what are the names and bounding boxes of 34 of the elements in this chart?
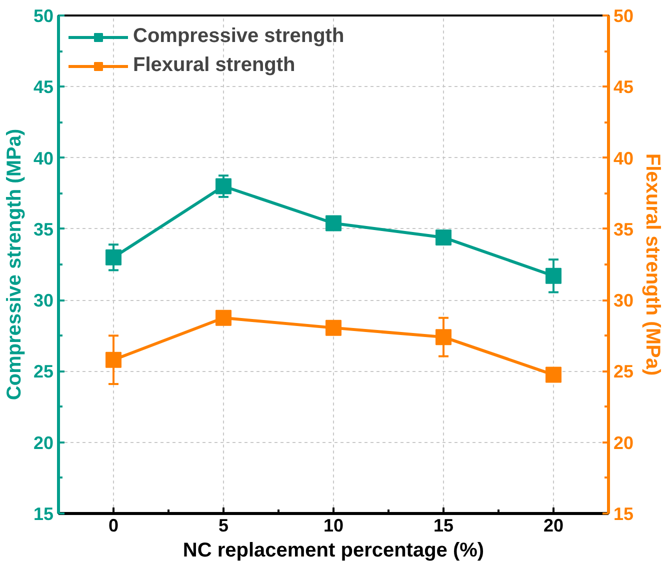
y-tick-label: 45: [33, 77, 54, 98]
x-tick-label: 20: [543, 516, 564, 536]
point: [436, 229, 452, 246]
y-tick-label: 30: [33, 290, 54, 311]
point: [436, 329, 452, 346]
y2-tick-label: 30: [614, 290, 634, 311]
y-axis-title: Compressive strength (MPa): [3, 128, 26, 400]
point: [546, 366, 562, 383]
point: [106, 249, 122, 266]
y-tick-label: 20: [33, 432, 54, 453]
x-tick-label: 0: [108, 516, 119, 536]
x-axis-title: NC replacement percentage (%): [182, 540, 484, 562]
y2-tick-label: 45: [614, 77, 634, 98]
point: [326, 215, 342, 232]
x-tick-label: 15: [433, 516, 454, 536]
y-tick-label: 50: [33, 6, 54, 26]
x-tick-label: 5: [218, 516, 229, 536]
y2-tick-label: 20: [614, 432, 634, 453]
y-tick-label: 35: [33, 219, 54, 240]
point: [326, 320, 342, 336]
point: [216, 178, 232, 194]
point: [106, 352, 122, 368]
y-tick-label: 25: [33, 362, 54, 382]
y2-tick-label: 25: [614, 362, 634, 382]
point: [546, 268, 562, 284]
y-tick-label: 40: [33, 148, 54, 168]
legend-label: Flexural strength: [133, 54, 296, 77]
y2-axis-title: Flexural strength (MPa): [642, 153, 664, 376]
y2-tick-label: 35: [614, 219, 634, 240]
x-tick-label: 10: [323, 516, 344, 536]
point: [216, 310, 232, 326]
y2-tick-label: 50: [614, 6, 634, 26]
legend-label: Compressive strength: [133, 25, 344, 48]
y2-tick-label: 40: [614, 148, 634, 168]
